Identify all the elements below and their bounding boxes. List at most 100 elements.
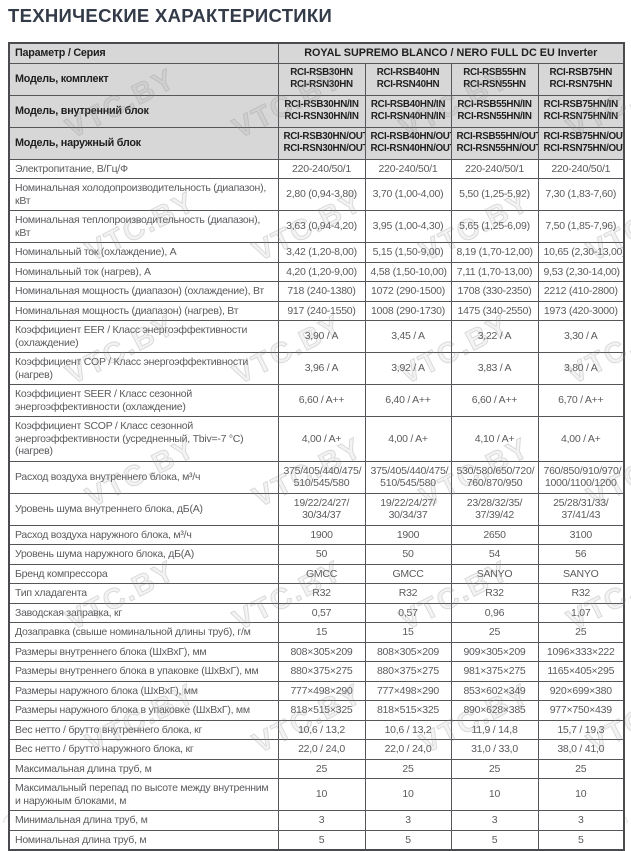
spec-value: 2,80 (0,94-3,80)	[277, 178, 366, 211]
table-row: Размеры наружного блока (ШхВхГ), мм 777×4…	[8, 680, 625, 701]
param-label: Размеры наружного блока в упаковке (ШхВх…	[8, 700, 279, 721]
table-row: Параметр / Серия ROYAL SUPREMO BLANCO / N…	[8, 42, 625, 64]
spec-value: 7,30 (1,83-7,60)	[537, 178, 625, 211]
spec-value: SANYO	[450, 563, 539, 584]
spec-value: 1,07	[537, 602, 625, 623]
param-label: Номинальная теплопроизводительность (диа…	[8, 210, 279, 243]
param-label: Номинальный ток (нагрев), А	[8, 261, 279, 282]
table-row: Расход воздуха внутреннего блока, м³/ч 37…	[8, 460, 625, 494]
page-title: ТЕХНИЧЕСКИЕ ХАРАКТЕРИСТИКИ	[8, 5, 333, 26]
spec-value: 3,92 / A	[364, 352, 452, 385]
model-value: RCI-RSB40HN RCI-RSN40HN	[364, 62, 452, 96]
spec-value: 1165×405×295	[537, 661, 625, 682]
model-value: RCI-RSB75HN/OUT RCI-RSN75HN/OUT	[537, 126, 625, 160]
param-label: Модель, наружный блок	[8, 126, 279, 160]
spec-value: R32	[537, 583, 625, 604]
spec-value: 10	[537, 778, 625, 811]
param-label: Бренд компрессора	[8, 563, 279, 584]
spec-value: 1475 (340-2550)	[450, 300, 539, 321]
table-row: Размеры внутреннего блока в упаковке (Шх…	[8, 661, 625, 682]
spec-value: 808×305×209	[364, 641, 452, 662]
table-row: Размеры внутреннего блока (ШхВхГ), мм 808…	[8, 641, 625, 662]
spec-value: 3,63 (0,94-4,20)	[277, 210, 366, 243]
spec-value: 23/28/32/35/ 37/39/42	[450, 492, 539, 526]
param-label: Модель, комплект	[8, 62, 279, 96]
spec-value: R32	[364, 583, 452, 604]
table-row: Расход воздуха наружного блока, м³/ч 1900…	[8, 524, 625, 545]
spec-value: 220-240/50/1	[450, 158, 539, 179]
spec-value: 15	[277, 622, 366, 643]
table-row: Номинальная мощность (диапазон) (охлажде…	[8, 281, 625, 302]
spec-value: 54	[450, 544, 539, 565]
param-label: Уровень шума внутреннего блока, дБ(А)	[8, 492, 279, 526]
model-value: RCI-RSB75HN/IN RCI-RSN75HN/IN	[537, 94, 625, 128]
table-row: Заводская заправка, кг 0,57 0,57 0,96 1,07	[8, 602, 625, 623]
spec-value: 9,53 (2,30-14,00)	[537, 261, 625, 282]
spec-value: 909×305×209	[450, 641, 539, 662]
table-row: Номинальная мощность (диапазон) (нагрев)…	[8, 300, 625, 321]
spec-value: 31,0 / 33,0	[450, 739, 539, 760]
spec-value: 25	[537, 758, 625, 779]
spec-value: 0,57	[277, 602, 366, 623]
spec-value: 4,20 (1,20-9,00)	[277, 261, 366, 282]
param-label: Вес нетто / брутто внутреннего блока, кг	[8, 719, 279, 740]
spec-value: 880×375×275	[364, 661, 452, 682]
spec-value: 880×375×275	[277, 661, 366, 682]
model-value: RCI-RSB55HN/OUT RCI-RSN55HN/OUT	[450, 126, 539, 160]
table-row: Уровень шума наружного блока, дБ(А) 50 50 5…	[8, 544, 625, 565]
spec-value: 0,96	[450, 602, 539, 623]
table-row: Номинальный ток (охлаждение), А 3,42 (1,2…	[8, 242, 625, 263]
spec-value: 1900	[277, 524, 366, 545]
spec-value: 25	[364, 758, 452, 779]
table-row: Номинальная холодопроизводительность (ди…	[8, 178, 625, 211]
table-row: Вес нетто / брутто внутреннего блока, кг…	[8, 719, 625, 740]
spec-value: 1072 (290-1500)	[364, 281, 452, 302]
spec-value: 25	[450, 622, 539, 643]
spec-value: 7,11 (1,70-13,00)	[450, 261, 539, 282]
spec-value: 808×305×209	[277, 641, 366, 662]
param-label: Размеры внутреннего блока (ШхВхГ), мм	[8, 641, 279, 662]
spec-value: 981×375×275	[450, 661, 539, 682]
spec-value: 4,58 (1,50-10,00)	[364, 261, 452, 282]
spec-value: 6,40 / A++	[364, 384, 452, 417]
param-label: Размеры наружного блока (ШхВхГ), мм	[8, 680, 279, 701]
spec-value: 1708 (330-2350)	[450, 281, 539, 302]
spec-value: 3,30 / A	[537, 320, 625, 353]
spec-value: 15,7 / 19,3	[537, 719, 625, 740]
spec-value: 2212 (410-2800)	[537, 281, 625, 302]
spec-value: 8,19 (1,70-12,00)	[450, 242, 539, 263]
spec-value: 10	[450, 778, 539, 811]
spec-value: 1096×333×222	[537, 641, 625, 662]
table-row: Модель, внутренний блок RCI-RSB30HN/IN RC…	[8, 94, 625, 128]
spec-value: 7,50 (1,85-7,96)	[537, 210, 625, 243]
spec-value: 920×699×380	[537, 680, 625, 701]
model-value: RCI-RSB55HN/IN RCI-RSN55HN/IN	[450, 94, 539, 128]
model-value: RCI-RSB40HN/OUT RCI-RSN40HN/OUT	[364, 126, 452, 160]
spec-value: 5,65 (1,25-6,09)	[450, 210, 539, 243]
spec-value: 3,42 (1,20-8,00)	[277, 242, 366, 263]
param-label: Размеры внутреннего блока в упаковке (Шх…	[8, 661, 279, 682]
spec-value: 10,6 / 13,2	[364, 719, 452, 740]
spec-value: 6,70 / A++	[537, 384, 625, 417]
spec-value: 1008 (290-1730)	[364, 300, 452, 321]
param-series-header: Параметр / Серия	[8, 42, 279, 64]
param-label: Коэффициент COP / Класс энергоэффективно…	[8, 352, 279, 385]
table-row: Вес нетто / брутто наружного блока, кг 22…	[8, 739, 625, 760]
spec-value: 777×498×290	[277, 680, 366, 701]
spec-value: 3	[364, 810, 452, 831]
spec-value: 3,80 / A	[537, 352, 625, 385]
spec-value: 375/405/440/475/ 510/545/580	[364, 460, 452, 494]
spec-value: 1900	[364, 524, 452, 545]
param-label: Вес нетто / брутто наружного блока, кг	[8, 739, 279, 760]
model-value: RCI-RSB40HN/IN RCI-RSN40HN/IN	[364, 94, 452, 128]
param-label: Номинальная длина труб, м	[8, 829, 279, 851]
spec-value: 25	[537, 622, 625, 643]
param-label: Расход воздуха наружного блока, м³/ч	[8, 524, 279, 545]
spec-value: 3,96 / A	[277, 352, 366, 385]
table-row: Бренд компрессора GMCC GMCC SANYO SANYO	[8, 563, 625, 584]
spec-value: 3	[537, 810, 625, 831]
spec-sheet-page: ТЕХНИЧЕСКИЕ ХАРАКТЕРИСТИКИ Параметр / Се…	[3, 5, 631, 851]
model-value: RCI-RSB55HN RCI-RSN55HN	[450, 62, 539, 96]
spec-value: 977×750×439	[537, 700, 625, 721]
